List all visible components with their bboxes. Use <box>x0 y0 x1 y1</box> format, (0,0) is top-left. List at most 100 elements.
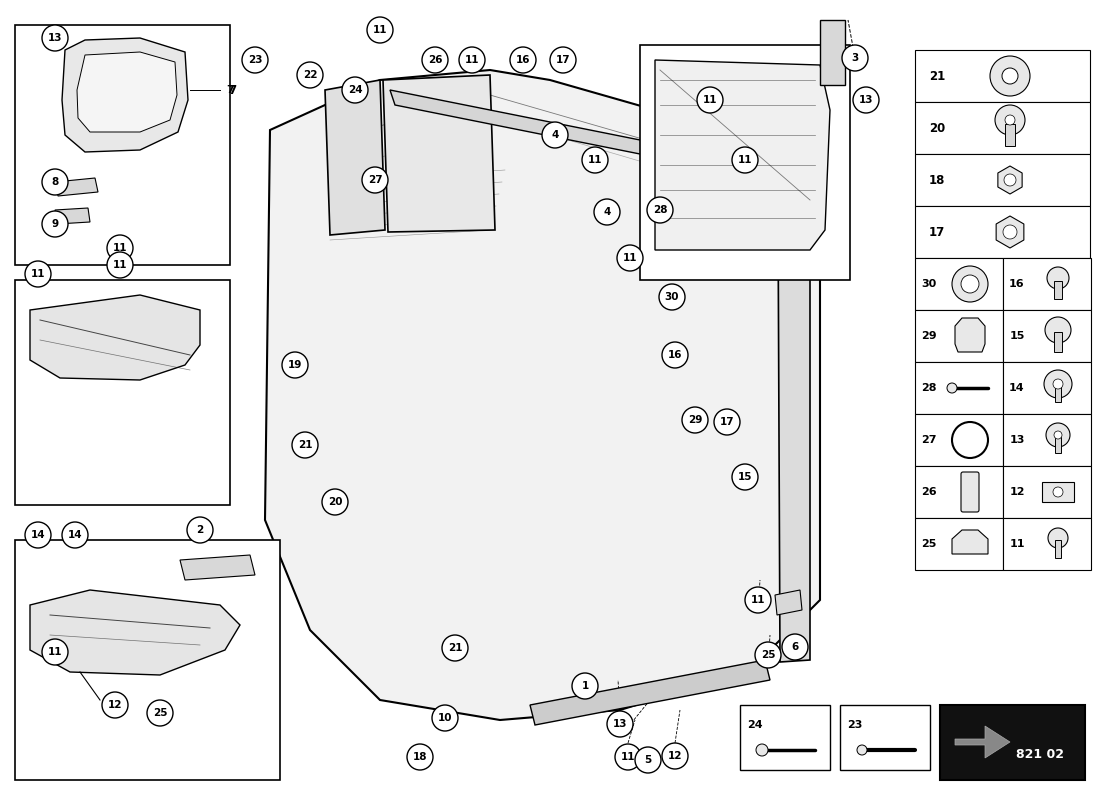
Text: 21: 21 <box>928 70 945 82</box>
Polygon shape <box>530 660 770 725</box>
Circle shape <box>615 744 641 770</box>
Text: 5: 5 <box>645 755 651 765</box>
Bar <box>1055 386 1061 402</box>
Circle shape <box>745 587 771 613</box>
FancyBboxPatch shape <box>15 540 280 780</box>
Circle shape <box>732 464 758 490</box>
Circle shape <box>996 105 1025 135</box>
Bar <box>1003 362 1091 414</box>
Text: 13: 13 <box>859 95 873 105</box>
Circle shape <box>1053 487 1063 497</box>
Text: 6: 6 <box>791 642 799 652</box>
Circle shape <box>62 522 88 548</box>
Text: 22: 22 <box>302 70 317 80</box>
Polygon shape <box>180 555 255 580</box>
Bar <box>740 705 830 770</box>
Text: 11: 11 <box>623 253 637 263</box>
Circle shape <box>782 634 808 660</box>
Circle shape <box>292 432 318 458</box>
Circle shape <box>852 87 879 113</box>
Circle shape <box>755 642 781 668</box>
Bar <box>915 50 1090 102</box>
Polygon shape <box>55 208 90 224</box>
Text: 28: 28 <box>922 383 937 393</box>
Polygon shape <box>62 38 188 152</box>
Text: 24: 24 <box>747 720 762 730</box>
Text: 11: 11 <box>1010 539 1025 549</box>
Text: 14: 14 <box>68 530 82 540</box>
Text: 21: 21 <box>298 440 312 450</box>
Circle shape <box>510 47 536 73</box>
Circle shape <box>282 352 308 378</box>
Text: 21: 21 <box>448 643 462 653</box>
Bar <box>915 414 1003 466</box>
Text: 12: 12 <box>668 751 682 761</box>
Circle shape <box>542 122 568 148</box>
Circle shape <box>42 639 68 665</box>
Bar <box>1003 466 1091 518</box>
FancyBboxPatch shape <box>15 25 230 265</box>
Bar <box>915 466 1003 518</box>
Text: 18: 18 <box>928 174 945 186</box>
Text: 18: 18 <box>412 752 427 762</box>
Text: 23: 23 <box>248 55 262 65</box>
Circle shape <box>662 342 688 368</box>
Circle shape <box>42 211 68 237</box>
Text: 9: 9 <box>52 219 58 229</box>
Polygon shape <box>654 60 830 250</box>
Polygon shape <box>324 80 385 235</box>
Circle shape <box>1047 267 1069 289</box>
Circle shape <box>187 517 213 543</box>
Circle shape <box>659 284 685 310</box>
Circle shape <box>756 744 768 756</box>
Text: 23: 23 <box>847 720 862 730</box>
Text: 19: 19 <box>288 360 302 370</box>
Circle shape <box>1045 317 1071 343</box>
Text: 25: 25 <box>153 708 167 718</box>
Text: 11: 11 <box>47 647 63 657</box>
Circle shape <box>407 744 433 770</box>
Polygon shape <box>735 150 810 662</box>
Text: 821 02: 821 02 <box>1016 749 1064 762</box>
Text: 26: 26 <box>921 487 937 497</box>
Circle shape <box>617 245 643 271</box>
Polygon shape <box>955 726 1010 758</box>
Circle shape <box>961 275 979 293</box>
Circle shape <box>242 47 268 73</box>
Text: a passion for parts since 1985: a passion for parts since 1985 <box>358 478 683 582</box>
Text: 7: 7 <box>227 85 234 95</box>
Text: 13: 13 <box>1010 435 1025 445</box>
Circle shape <box>732 147 758 173</box>
Circle shape <box>1005 115 1015 125</box>
Polygon shape <box>955 318 984 352</box>
Text: 17: 17 <box>719 417 735 427</box>
Polygon shape <box>390 90 745 175</box>
Circle shape <box>594 199 620 225</box>
FancyBboxPatch shape <box>640 45 850 280</box>
Polygon shape <box>997 216 1024 248</box>
Text: 12: 12 <box>108 700 122 710</box>
Text: 11: 11 <box>112 260 128 270</box>
Circle shape <box>1003 225 1018 239</box>
Text: 11: 11 <box>703 95 717 105</box>
Polygon shape <box>77 52 177 132</box>
Circle shape <box>990 56 1030 96</box>
Circle shape <box>432 705 458 731</box>
Text: 16: 16 <box>516 55 530 65</box>
Text: 28: 28 <box>652 205 668 215</box>
Text: 8: 8 <box>52 177 58 187</box>
Circle shape <box>342 77 369 103</box>
Bar <box>940 705 1085 780</box>
Circle shape <box>682 407 708 433</box>
Bar <box>1055 540 1061 558</box>
Text: 1985: 1985 <box>595 423 725 497</box>
Bar <box>1005 124 1015 146</box>
Text: 24: 24 <box>348 85 362 95</box>
Text: 11: 11 <box>464 55 480 65</box>
Bar <box>915 154 1090 206</box>
Text: 4: 4 <box>603 207 611 217</box>
Circle shape <box>442 635 468 661</box>
Circle shape <box>1053 379 1063 389</box>
Circle shape <box>1054 431 1062 439</box>
Circle shape <box>102 692 128 718</box>
